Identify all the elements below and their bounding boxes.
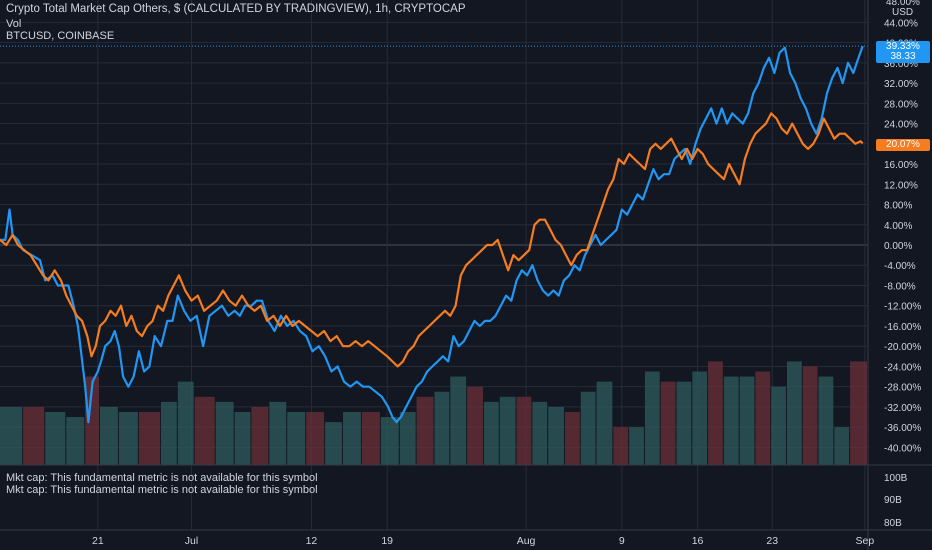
volume-bar bbox=[0, 406, 23, 465]
y-tick-label: 36.00% bbox=[884, 59, 918, 70]
volume-bar bbox=[499, 396, 516, 465]
volume-bar bbox=[548, 406, 564, 465]
volume-bar bbox=[660, 381, 676, 465]
y-tick-label: -20.00% bbox=[884, 342, 921, 353]
y-tick-label: -28.00% bbox=[884, 383, 921, 394]
volume-bar bbox=[434, 391, 450, 465]
volume-bar bbox=[23, 406, 45, 465]
x-tick-label: 16 bbox=[692, 535, 704, 547]
volume-bar bbox=[450, 376, 467, 465]
volume-bar bbox=[802, 366, 818, 465]
y-tick-label: -16.00% bbox=[884, 322, 921, 333]
y-tick-label: -24.00% bbox=[884, 362, 921, 373]
volume-bar bbox=[629, 427, 644, 465]
volume-bar bbox=[596, 381, 613, 465]
volume-bar bbox=[834, 427, 850, 465]
y-tick-label: 4.00% bbox=[884, 221, 912, 232]
others-series-line bbox=[0, 45, 864, 424]
volume-bar bbox=[786, 361, 802, 465]
x-tick-label: Jul bbox=[185, 535, 198, 547]
y-top-tick-label: 48.00% bbox=[886, 0, 920, 8]
volume-bar bbox=[739, 376, 755, 465]
volume-bar bbox=[138, 411, 160, 465]
volume-bar bbox=[692, 371, 708, 465]
volume-bar bbox=[342, 411, 361, 465]
volume-bar bbox=[399, 411, 416, 465]
volume-bar bbox=[287, 411, 306, 465]
mkt-cap-note-2: Mkt cap: This fundamental metric is not … bbox=[6, 484, 318, 496]
btc-last-value-badge: 20.07% bbox=[876, 139, 930, 151]
y-tick-label: 8.00% bbox=[884, 201, 912, 212]
series-lines bbox=[0, 45, 864, 424]
volume-bar bbox=[234, 411, 251, 465]
volume-bars bbox=[0, 361, 867, 465]
y-tick-label: 24.00% bbox=[884, 120, 918, 131]
volume-bar bbox=[676, 381, 692, 465]
volume-bar bbox=[177, 381, 194, 465]
y-axis-unit: USD bbox=[892, 7, 913, 18]
mkt-cap-note-1: Mkt cap: This fundamental metric is not … bbox=[6, 472, 318, 484]
y-tick-label: -36.00% bbox=[884, 423, 921, 434]
y-tick-label: -40.00% bbox=[884, 443, 921, 454]
btc-series-line bbox=[0, 112, 864, 368]
others-last-price-badge: 38.33 bbox=[876, 51, 930, 63]
y-tick-label: 32.00% bbox=[884, 79, 918, 90]
chart-title: Crypto Total Market Cap Others, $ (CALCU… bbox=[6, 3, 466, 15]
volume-bar bbox=[483, 401, 499, 465]
volume-bar bbox=[269, 401, 287, 465]
volume-bar bbox=[613, 427, 629, 465]
volume-bar bbox=[818, 376, 834, 465]
x-tick-label: 23 bbox=[766, 535, 778, 547]
volume-bar bbox=[194, 396, 215, 465]
volume-bar bbox=[361, 411, 380, 465]
x-tick-label: 21 bbox=[92, 535, 104, 547]
volume-bar bbox=[516, 396, 532, 465]
volume-bar bbox=[325, 422, 342, 465]
volume-bar bbox=[580, 391, 596, 465]
x-tick-label: 12 bbox=[306, 535, 318, 547]
volume-bar bbox=[467, 386, 483, 465]
others-last-value-badge: 39.33% bbox=[876, 41, 930, 53]
y-tick-label: -4.00% bbox=[884, 261, 916, 272]
volume-label: Vol bbox=[6, 18, 22, 30]
lower-pane-tick-label: 100B bbox=[884, 473, 908, 484]
x-tick-label: Aug bbox=[517, 535, 536, 547]
x-tick-label: Sep bbox=[855, 535, 874, 547]
volume-bar bbox=[380, 417, 399, 465]
volume-bar bbox=[215, 401, 234, 465]
volume-bar bbox=[251, 406, 269, 465]
y-tick-label: 28.00% bbox=[884, 99, 918, 110]
volume-bar bbox=[160, 401, 177, 465]
y-tick-label: 0.00% bbox=[884, 241, 912, 252]
volume-bar bbox=[850, 361, 867, 465]
y-tick-label: 44.00% bbox=[884, 18, 918, 29]
x-tick-label: 9 bbox=[619, 535, 625, 547]
lower-pane-tick-label: 90B bbox=[884, 495, 902, 506]
volume-bar bbox=[416, 396, 434, 465]
volume-bar bbox=[723, 376, 739, 465]
x-tick-label: 19 bbox=[381, 535, 393, 547]
volume-bar bbox=[45, 411, 66, 465]
volume-bar bbox=[306, 411, 325, 465]
y-tick-label: 12.00% bbox=[884, 180, 918, 191]
y-tick-label: -12.00% bbox=[884, 302, 921, 313]
volume-bar bbox=[564, 411, 580, 465]
volume-bar bbox=[85, 376, 99, 465]
volume-bar bbox=[118, 411, 138, 465]
volume-bar bbox=[755, 371, 771, 465]
volume-bar bbox=[532, 401, 548, 465]
volume-bar bbox=[66, 417, 85, 465]
volume-bar bbox=[99, 406, 118, 465]
y-tick-label: -8.00% bbox=[884, 281, 916, 292]
volume-bar bbox=[644, 371, 660, 465]
comparison-symbol-label: BTCUSD, COINBASE bbox=[6, 30, 115, 42]
lower-pane-tick-label: 80B bbox=[884, 518, 902, 529]
volume-bar bbox=[708, 361, 723, 465]
y-tick-label: 16.00% bbox=[884, 160, 918, 171]
y-tick-label: -32.00% bbox=[884, 403, 921, 414]
volume-bar bbox=[771, 386, 786, 465]
